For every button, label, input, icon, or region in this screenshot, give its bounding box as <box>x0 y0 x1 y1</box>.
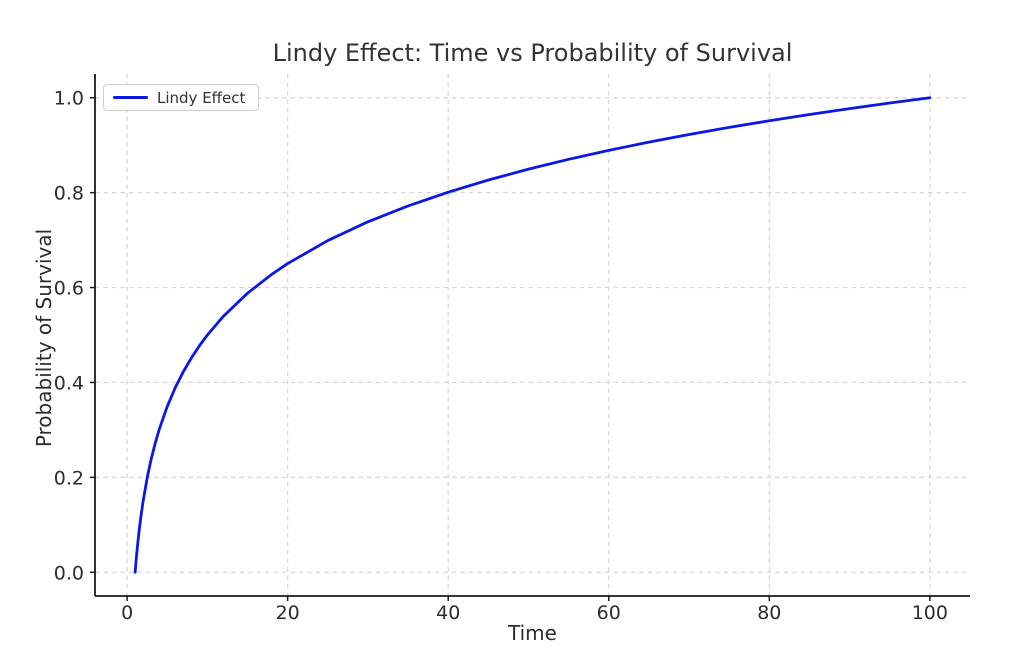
x-axis-label: Time <box>508 621 557 645</box>
x-tick-label: 60 <box>597 602 621 624</box>
y-tick-label: 0.0 <box>54 562 84 584</box>
tick-labels: 0 20 40 60 80 100 0.0 0.2 0.4 0.6 0.8 1.0 <box>54 88 948 624</box>
x-tick-label: 40 <box>436 602 460 624</box>
axes-spines <box>94 74 970 597</box>
y-tick-label: 0.8 <box>54 183 84 205</box>
y-tick-label: 0.4 <box>54 372 84 394</box>
y-tick-label: 0.2 <box>54 467 84 489</box>
x-tick-label: 100 <box>912 602 948 624</box>
legend-label: Lindy Effect <box>157 88 246 107</box>
x-tick-label: 20 <box>276 602 300 624</box>
gridlines <box>95 74 970 596</box>
y-tick-label: 0.6 <box>54 278 84 300</box>
legend-line-sample-icon <box>113 96 148 99</box>
y-axis-label: Probability of Survival <box>32 228 56 448</box>
chart-title: Lindy Effect: Time vs Probability of Sur… <box>272 39 793 67</box>
x-tick-label: 80 <box>757 602 781 624</box>
lindy-effect-curve <box>133 96 932 574</box>
y-tick-label: 1.0 <box>54 88 84 110</box>
tick-marks <box>90 96 931 601</box>
legend: Lindy Effect <box>103 84 260 111</box>
x-tick-label: 0 <box>121 602 133 624</box>
